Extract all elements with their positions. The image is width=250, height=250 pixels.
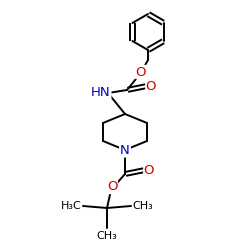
- Text: CH₃: CH₃: [132, 201, 154, 211]
- Text: N: N: [120, 144, 130, 156]
- Text: CH₃: CH₃: [96, 231, 117, 241]
- Text: HN: HN: [91, 86, 111, 98]
- Text: H₃C: H₃C: [60, 201, 82, 211]
- Text: O: O: [136, 66, 146, 78]
- Text: O: O: [146, 80, 156, 92]
- Text: O: O: [107, 180, 117, 194]
- Text: O: O: [144, 164, 154, 176]
